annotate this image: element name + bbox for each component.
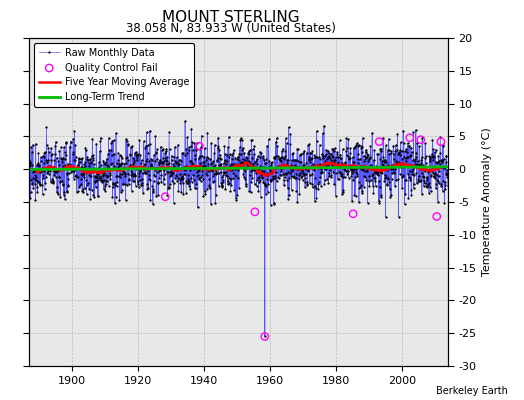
Quality Control Fail <box>195 143 203 150</box>
Five Year Moving Average <box>325 161 332 166</box>
Five Year Moving Average <box>182 166 188 170</box>
Long-Term Trend <box>182 166 188 171</box>
Long-Term Trend <box>56 167 62 172</box>
Long-Term Trend <box>385 165 391 170</box>
Raw Monthly Data <box>143 146 149 151</box>
Quality Control Fail <box>161 194 169 200</box>
Five Year Moving Average <box>47 166 53 170</box>
Raw Monthly Data <box>444 183 451 188</box>
Long-Term Trend <box>325 165 332 170</box>
Quality Control Fail <box>417 136 425 143</box>
Raw Monthly Data <box>182 172 188 176</box>
Text: 38.058 N, 83.933 W (United States): 38.058 N, 83.933 W (United States) <box>126 22 335 35</box>
Raw Monthly Data <box>182 118 188 123</box>
Raw Monthly Data <box>26 164 32 168</box>
Quality Control Fail <box>250 209 259 215</box>
Line: Long-Term Trend: Long-Term Trend <box>29 167 447 170</box>
Line: Raw Monthly Data: Raw Monthly Data <box>27 119 450 338</box>
Quality Control Fail <box>436 138 445 145</box>
Long-Term Trend <box>143 166 149 171</box>
Long-Term Trend <box>444 164 451 169</box>
Raw Monthly Data <box>326 173 332 178</box>
Five Year Moving Average <box>143 167 149 172</box>
Five Year Moving Average <box>56 167 62 172</box>
Quality Control Fail <box>349 211 357 217</box>
Quality Control Fail <box>260 333 269 340</box>
Long-Term Trend <box>47 167 53 172</box>
Raw Monthly Data <box>385 163 391 168</box>
Text: MOUNT STERLING: MOUNT STERLING <box>162 10 299 25</box>
Y-axis label: Temperature Anomaly (°C): Temperature Anomaly (°C) <box>482 128 492 276</box>
Quality Control Fail <box>375 138 384 145</box>
Raw Monthly Data <box>47 164 53 169</box>
Legend: Raw Monthly Data, Quality Control Fail, Five Year Moving Average, Long-Term Tren: Raw Monthly Data, Quality Control Fail, … <box>34 43 194 107</box>
Five Year Moving Average <box>385 165 391 170</box>
Raw Monthly Data <box>261 334 268 339</box>
Text: Berkeley Earth: Berkeley Earth <box>436 386 508 396</box>
Raw Monthly Data <box>56 162 62 167</box>
Line: Five Year Moving Average: Five Year Moving Average <box>37 163 440 176</box>
Quality Control Fail <box>406 134 414 141</box>
Quality Control Fail <box>432 213 441 220</box>
Long-Term Trend <box>26 167 32 172</box>
